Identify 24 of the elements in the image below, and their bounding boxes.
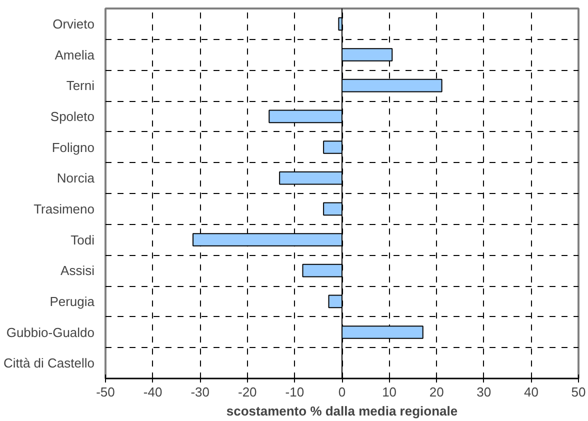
x-tick-label: -30 <box>190 384 210 400</box>
y-tick-label: Todi <box>70 232 95 248</box>
y-tick-label: Orvieto <box>52 16 95 32</box>
x-axis-title: scostamento % dalla media regionale <box>226 404 458 418</box>
y-tick-label: Trasimeno <box>34 201 95 216</box>
x-tick-label: 0 <box>338 384 346 400</box>
x-tick-label: -20 <box>238 384 257 400</box>
x-tick-label: 30 <box>476 384 492 400</box>
x-tick-label: 50 <box>571 384 586 400</box>
y-tick-label: Perugia <box>50 294 96 309</box>
x-tick-label: 20 <box>429 384 444 400</box>
x-tick-label: -50 <box>96 384 115 400</box>
x-tick-label: -40 <box>143 384 162 400</box>
y-tick-label: Foligno <box>52 140 95 155</box>
y-tick-label: Terni <box>66 78 95 94</box>
y-tick-label: Amelia <box>54 47 96 62</box>
x-tick-label: 10 <box>382 384 397 400</box>
y-tick-label: Norcia <box>56 170 96 186</box>
y-tick-label: Assisi <box>60 263 95 278</box>
x-tick-label: 40 <box>524 384 538 400</box>
y-tick-label: Città di Castello <box>3 356 95 371</box>
y-tick-label: Gubbio-Gualdo <box>6 324 95 340</box>
x-tick-label: -10 <box>285 384 304 400</box>
y-tick-label: Spoleto <box>50 108 95 124</box>
